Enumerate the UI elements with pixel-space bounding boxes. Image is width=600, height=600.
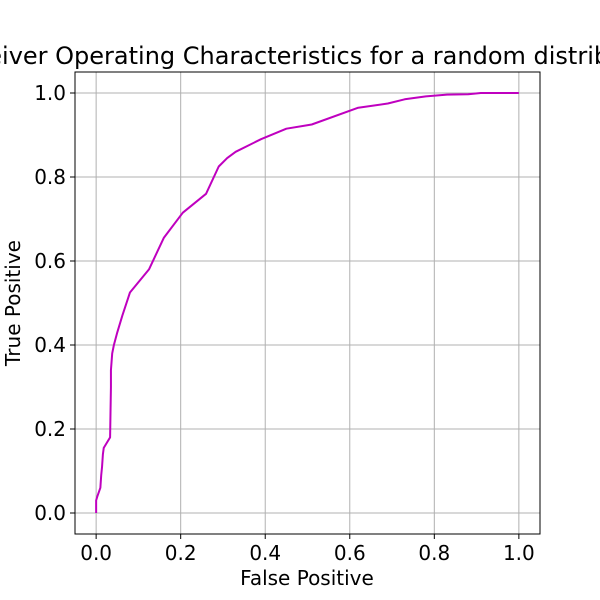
y-tick-label: 1.0 bbox=[34, 81, 66, 105]
y-axis-label: True Positive bbox=[1, 240, 25, 367]
x-tick-label: 0.2 bbox=[165, 541, 197, 565]
y-tick-label: 0.0 bbox=[34, 501, 66, 525]
x-tick-label: 0.8 bbox=[418, 541, 450, 565]
y-tick-label: 0.8 bbox=[34, 165, 66, 189]
series-layer bbox=[95, 92, 519, 513]
x-axis-label: False Positive bbox=[240, 566, 374, 590]
y-tick-label: 0.2 bbox=[34, 417, 66, 441]
y-tick-label: 0.4 bbox=[34, 333, 66, 357]
x-tick-label: 1.0 bbox=[503, 541, 535, 565]
y-tick-label: 0.6 bbox=[34, 249, 66, 273]
x-tick-label: 0.0 bbox=[80, 541, 112, 565]
plot-area-frame bbox=[74, 71, 541, 535]
ticks: 0.0 0.2 0.4 0.6 0.8 1.0 0.0 0.2 0.4 0.6 0.8 1.0 bbox=[34, 81, 535, 565]
roc-curve-line bbox=[95, 92, 519, 513]
chart-title: Receiver Operating Characteristics for a… bbox=[0, 42, 600, 70]
grid bbox=[75, 72, 540, 534]
x-tick-label: 0.4 bbox=[249, 541, 281, 565]
x-tick-label: 0.6 bbox=[334, 541, 366, 565]
